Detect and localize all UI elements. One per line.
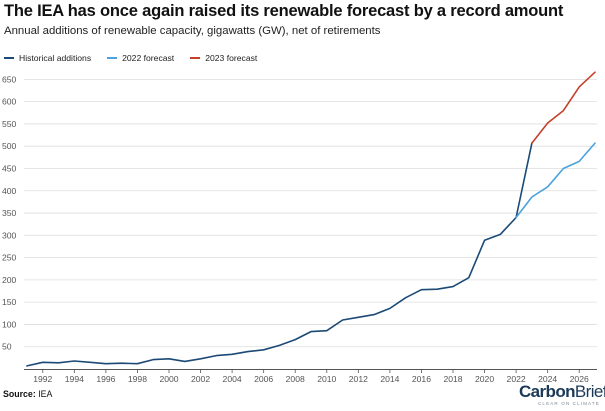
x-tick-label: 2024 [538,374,557,384]
y-tick-label: 250 [2,253,17,263]
y-tick-label: 550 [2,119,17,129]
legend-swatch-historical [4,57,14,59]
y-tick-label: 50 [2,342,12,352]
x-tick-label: 2004 [223,374,242,384]
series-line-2023-forecast [531,71,596,144]
logo-text-light: Brief [574,382,605,401]
x-tick-label: 1994 [65,374,84,384]
x-tick-label: 2016 [412,374,431,384]
y-tick-label: 400 [2,186,17,196]
legend-label-2023-forecast: 2023 forecast [205,53,258,63]
logo-tagline: CLEAR ON CLIMATE [538,401,600,406]
y-tick-label: 300 [2,230,17,240]
legend-swatch-2022-forecast [107,57,118,59]
x-tick-label: 2018 [443,374,462,384]
y-tick-label: 200 [2,275,17,285]
x-tick-label: 2020 [475,374,494,384]
x-tick-label: 1996 [96,374,115,384]
x-tick-label: 1998 [128,374,147,384]
y-tick-label: 350 [2,208,17,218]
y-tick-label: 500 [2,141,17,151]
legend-label-historical: Historical additions [19,53,92,63]
series-line-2022-forecast [515,142,596,219]
legend-item-2023-forecast: 2023 forecast [190,53,257,63]
carbonbrief-logo: CarbonBrief [519,382,605,402]
series-line-historical-additions [26,142,533,367]
legend-label-2022-forecast: 2022 forecast [122,53,175,63]
y-tick-label: 450 [2,163,17,173]
logo-text-bold: Carbon [519,382,576,401]
y-tick-label: 650 [2,74,17,84]
x-tick-label: 2014 [380,374,399,384]
legend-swatch-2023-forecast [190,57,201,59]
y-tick-label: 150 [2,297,17,307]
x-tick-label: 1992 [33,374,52,384]
x-tick-label: 2008 [286,374,305,384]
legend-item-historical: Historical additions [4,53,91,63]
x-tick-label: 2006 [254,374,273,384]
x-tick-label: 2000 [159,374,178,384]
x-tick-label: 2010 [317,374,336,384]
source-label: Source: [3,389,36,399]
chart-title: The IEA has once again raised its renewa… [4,2,564,20]
chart-subtitle: Annual additions of renewable capacity, … [4,25,381,37]
source-note: Source: IEA [3,389,52,399]
source-value: IEA [38,389,53,399]
chart-legend: Historical additions 2022 forecast 2023 … [4,53,273,63]
y-tick-label: 600 [2,97,17,107]
x-tick-label: 2022 [507,374,526,384]
x-tick-label: 2012 [349,374,368,384]
y-tick-label: 100 [2,319,17,329]
x-tick-label: 2002 [191,374,210,384]
legend-item-2022-forecast: 2022 forecast [107,53,174,63]
x-tick-label: 2026 [570,374,589,384]
